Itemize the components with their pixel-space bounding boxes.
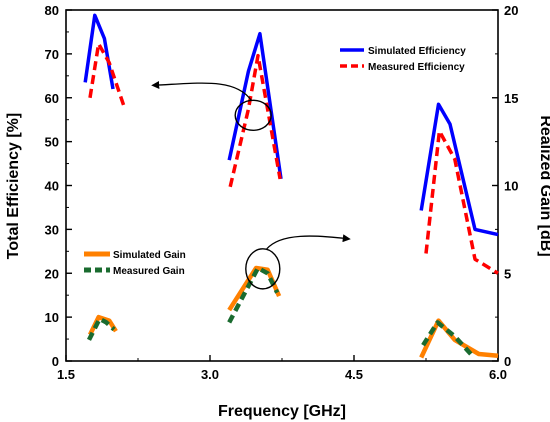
series-line-simulated-efficiency-band-1 <box>83 13 115 90</box>
left-tick-label: 40 <box>45 179 59 194</box>
x-tick-label: 6.0 <box>489 367 507 382</box>
x-tick-label: 1.5 <box>57 367 75 382</box>
gain-legend: Simulated Gain Measured Gain <box>80 244 206 280</box>
legend-label-measured-efficiency: Measured Efficiency <box>368 62 465 73</box>
left-tick-label: 80 <box>45 3 59 18</box>
series-line-measured-efficiency-band-3 <box>424 129 499 275</box>
right-tick-label: 20 <box>504 3 518 18</box>
legend-label-simulated-efficiency: Simulated Efficiency <box>368 46 466 57</box>
left-tick-label: 70 <box>45 47 59 62</box>
annotation-arrow-to-left-axis <box>151 81 252 101</box>
left-tick-label: 10 <box>45 310 59 325</box>
x-axis-ticks: 1.5 3.0 4.5 6.0 <box>57 355 507 382</box>
series-line-measured-gain-band-3 <box>421 320 476 360</box>
right-tick-label: 0 <box>504 354 511 369</box>
annotation-layer <box>151 81 351 290</box>
efficiency-legend: Simulated Efficiency Measured Efficiency <box>335 40 474 76</box>
left-axis-ticks: 0 10 20 30 40 50 60 70 80 <box>45 3 72 369</box>
left-tick-label: 20 <box>45 266 59 281</box>
right-tick-label: 10 <box>504 179 518 194</box>
series-line-measured-efficiency-band-2 <box>228 53 282 188</box>
right-axis-title: Realized Gain [dB] <box>537 115 550 256</box>
right-tick-label: 15 <box>504 91 518 106</box>
legend-label-measured-gain: Measured Gain <box>113 266 185 277</box>
efficiency-legend-box <box>335 40 474 76</box>
legend-label-simulated-gain: Simulated Gain <box>113 250 186 261</box>
series-layer <box>83 13 499 360</box>
left-tick-label: 60 <box>45 91 59 106</box>
annotation-ellipse-gain <box>245 248 281 290</box>
annotation-arrow-to-right-axis <box>266 234 351 250</box>
left-axis-title: Total Efficiency [%] <box>5 113 22 259</box>
series-line-measured-efficiency-band-1 <box>88 42 126 106</box>
left-tick-label: 0 <box>52 354 59 369</box>
series-line-measured-gain-band-2 <box>227 265 280 324</box>
x-axis-title: Frequency [GHz] <box>218 403 346 420</box>
left-tick-label: 30 <box>45 222 59 237</box>
left-tick-label: 50 <box>45 135 59 150</box>
right-tick-label: 5 <box>504 266 511 281</box>
right-axis-ticks: 0 5 10 15 20 <box>492 3 518 369</box>
series-line-simulated-efficiency-band-2 <box>227 31 283 180</box>
gain-legend-box <box>80 244 206 280</box>
series-line-measured-gain-band-1 <box>86 316 116 341</box>
x-tick-label: 4.5 <box>345 367 363 382</box>
series-line-simulated-efficiency-band-3 <box>419 102 499 237</box>
annotation-ellipse-efficiency <box>234 99 272 132</box>
x-tick-label: 3.0 <box>201 367 219 382</box>
